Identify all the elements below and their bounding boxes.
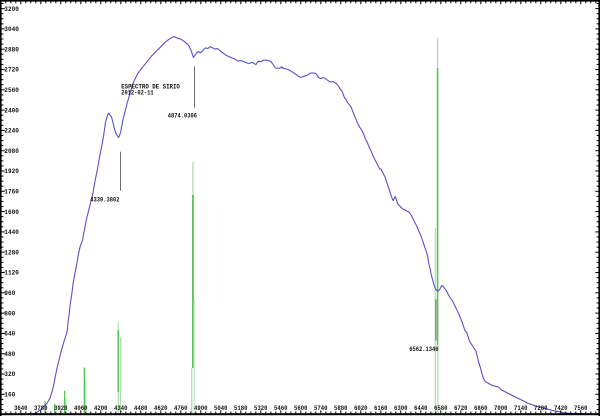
svg-text:6562.1346: 6562.1346 bbox=[409, 346, 439, 353]
svg-text:2720: 2720 bbox=[4, 67, 19, 74]
svg-text:3200: 3200 bbox=[4, 6, 19, 13]
svg-text:1920: 1920 bbox=[4, 168, 19, 175]
svg-text:4200: 4200 bbox=[94, 405, 108, 412]
svg-text:2240: 2240 bbox=[4, 128, 19, 135]
svg-text:ESPECTRO DE SIRIO: ESPECTRO DE SIRIO bbox=[121, 84, 180, 91]
svg-text:5320: 5320 bbox=[254, 405, 268, 412]
svg-text:160: 160 bbox=[4, 391, 15, 398]
svg-text:2560: 2560 bbox=[4, 87, 19, 94]
svg-text:5740: 5740 bbox=[314, 405, 328, 412]
svg-text:1120: 1120 bbox=[4, 270, 19, 277]
svg-text:5460: 5460 bbox=[274, 405, 288, 412]
svg-text:1600: 1600 bbox=[4, 209, 19, 216]
svg-text:5600: 5600 bbox=[294, 405, 308, 412]
svg-text:3640: 3640 bbox=[14, 405, 28, 412]
svg-text:800: 800 bbox=[4, 310, 15, 317]
svg-text:6300: 6300 bbox=[394, 405, 408, 412]
svg-text:4060: 4060 bbox=[74, 405, 88, 412]
svg-text:6580: 6580 bbox=[434, 405, 448, 412]
svg-text:2400: 2400 bbox=[4, 107, 19, 114]
svg-text:6720: 6720 bbox=[454, 405, 468, 412]
svg-text:5040: 5040 bbox=[214, 405, 228, 412]
svg-text:3780: 3780 bbox=[34, 405, 48, 412]
svg-text:5880: 5880 bbox=[334, 405, 348, 412]
svg-text:4874.0306: 4874.0306 bbox=[168, 112, 198, 119]
svg-text:2880: 2880 bbox=[4, 46, 19, 53]
svg-text:4620: 4620 bbox=[154, 405, 168, 412]
svg-text:6160: 6160 bbox=[374, 405, 388, 412]
svg-text:6860: 6860 bbox=[474, 405, 488, 412]
svg-text:7140: 7140 bbox=[514, 405, 528, 412]
svg-text:4339.3802: 4339.3802 bbox=[90, 196, 120, 203]
svg-text:7280: 7280 bbox=[534, 405, 548, 412]
svg-text:4340: 4340 bbox=[114, 405, 128, 412]
svg-text:960: 960 bbox=[4, 290, 15, 297]
svg-text:5180: 5180 bbox=[234, 405, 248, 412]
svg-text:6020: 6020 bbox=[354, 405, 368, 412]
svg-text:1760: 1760 bbox=[4, 188, 19, 195]
svg-text:1280: 1280 bbox=[4, 249, 19, 256]
svg-text:4900: 4900 bbox=[194, 405, 208, 412]
svg-text:2012-02-11: 2012-02-11 bbox=[121, 90, 154, 97]
svg-text:2080: 2080 bbox=[4, 148, 19, 155]
svg-text:480: 480 bbox=[4, 351, 15, 358]
svg-text:3920: 3920 bbox=[54, 405, 68, 412]
svg-text:3040: 3040 bbox=[4, 26, 19, 33]
svg-text:6440: 6440 bbox=[414, 405, 428, 412]
svg-text:7560: 7560 bbox=[574, 405, 588, 412]
svg-text:640: 640 bbox=[4, 331, 15, 338]
svg-text:320: 320 bbox=[4, 371, 15, 378]
svg-text:7000: 7000 bbox=[494, 405, 508, 412]
svg-text:7420: 7420 bbox=[554, 405, 568, 412]
svg-text:1440: 1440 bbox=[4, 229, 19, 236]
svg-text:4480: 4480 bbox=[134, 405, 148, 412]
svg-text:4760: 4760 bbox=[174, 405, 188, 412]
